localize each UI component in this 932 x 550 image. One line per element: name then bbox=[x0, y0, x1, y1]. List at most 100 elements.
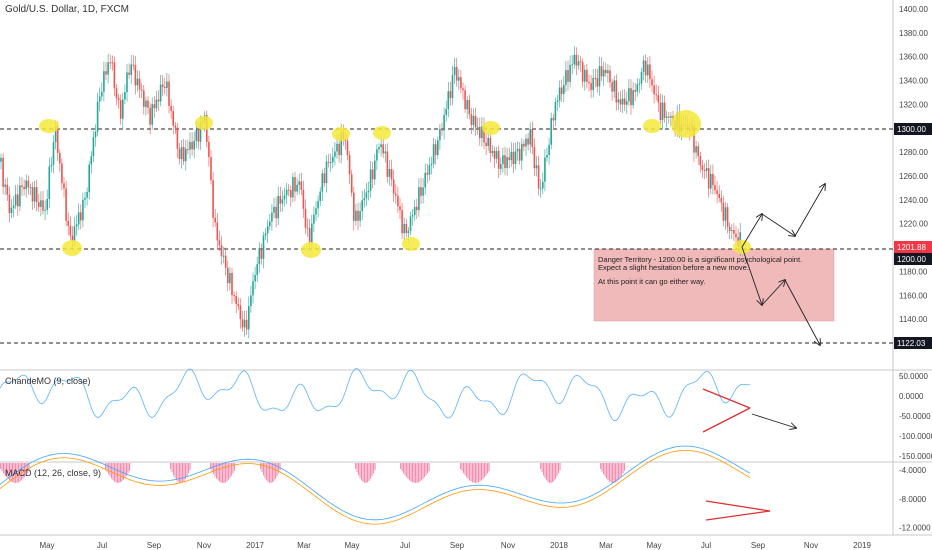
candle-body bbox=[500, 163, 502, 169]
hist-bar bbox=[6, 463, 8, 478]
candle-body bbox=[216, 222, 219, 241]
hist-bar bbox=[409, 463, 411, 481]
hist-bar bbox=[270, 463, 272, 483]
hist-bar bbox=[364, 463, 366, 483]
candle-body bbox=[693, 125, 695, 153]
cmo-tick-label: -150.0000 bbox=[899, 452, 932, 461]
candle-body bbox=[109, 62, 111, 64]
ellipse-highlight bbox=[671, 110, 701, 138]
candle-body bbox=[514, 151, 517, 164]
candle-body bbox=[712, 173, 714, 185]
candle-body bbox=[38, 202, 40, 207]
candle-body bbox=[134, 65, 137, 86]
hist-bar bbox=[22, 463, 24, 479]
arrow-icon bbox=[741, 246, 762, 305]
candle-body bbox=[77, 212, 80, 225]
candle-body bbox=[46, 199, 48, 210]
candle-body bbox=[447, 91, 450, 109]
hist-bar bbox=[547, 463, 549, 482]
candle-body bbox=[21, 185, 23, 187]
candle-body bbox=[161, 84, 164, 87]
candle-body bbox=[98, 96, 101, 102]
candle-body bbox=[535, 165, 538, 169]
ellipse-highlight bbox=[39, 119, 59, 133]
candle-body bbox=[607, 70, 609, 74]
candle-body bbox=[474, 115, 477, 128]
candle-body bbox=[279, 196, 282, 204]
hist-bar bbox=[552, 463, 554, 483]
candle-body bbox=[363, 198, 366, 201]
price-tick-label: 1400.00 bbox=[899, 5, 928, 14]
candle-body bbox=[516, 148, 519, 152]
hist-bar bbox=[624, 463, 626, 471]
tag-1300: 1300.00 bbox=[897, 125, 926, 134]
candle-body bbox=[443, 114, 445, 131]
candle-body bbox=[649, 64, 651, 80]
hist-bar bbox=[543, 463, 545, 476]
hist-bar bbox=[222, 463, 224, 483]
candle-body bbox=[720, 198, 723, 203]
hist-bar bbox=[272, 463, 274, 483]
candle-body bbox=[187, 148, 189, 150]
candle-body bbox=[266, 226, 269, 234]
candle-body bbox=[308, 228, 311, 244]
hist-bar bbox=[12, 463, 14, 483]
candle-body bbox=[94, 131, 97, 138]
candle-body bbox=[14, 194, 17, 206]
ellipse-highlight bbox=[402, 237, 420, 251]
candle-body bbox=[521, 143, 523, 161]
hist-bar bbox=[111, 463, 113, 479]
hist-bar bbox=[473, 463, 475, 483]
hist-bar bbox=[553, 463, 555, 481]
candle-body bbox=[378, 147, 380, 150]
hist-bar bbox=[374, 463, 376, 471]
candle-body bbox=[411, 215, 414, 217]
hist-bar bbox=[18, 463, 20, 483]
candle-body bbox=[292, 177, 294, 198]
candle-body bbox=[626, 101, 628, 105]
candle-body bbox=[48, 166, 51, 200]
hist-bar bbox=[412, 463, 414, 483]
hist-bar bbox=[276, 463, 278, 477]
candle-body bbox=[403, 223, 405, 234]
candle-body bbox=[705, 168, 708, 172]
candle-body bbox=[113, 62, 116, 89]
candle-body bbox=[613, 80, 615, 92]
hist-bar bbox=[487, 463, 489, 474]
candle-body bbox=[25, 180, 27, 190]
candle-body bbox=[449, 91, 452, 99]
candle-body bbox=[710, 173, 712, 189]
candle-body bbox=[739, 232, 741, 247]
hist-bar bbox=[481, 463, 483, 481]
hist-bar bbox=[463, 463, 465, 474]
hist-bar bbox=[27, 463, 29, 474]
candle-body bbox=[424, 172, 426, 188]
hist-bar bbox=[555, 463, 557, 479]
candle-body bbox=[252, 281, 254, 296]
symbol-title: Gold/U.S. Dollar, 1D, FXCM bbox=[5, 4, 129, 15]
candle-body bbox=[189, 141, 191, 150]
candle-body bbox=[159, 84, 162, 102]
hist-bar bbox=[120, 463, 122, 483]
candle-body bbox=[294, 177, 296, 192]
candle-body bbox=[621, 98, 624, 105]
candle-body bbox=[497, 150, 500, 169]
candle-body bbox=[386, 151, 389, 177]
candle-body bbox=[707, 168, 710, 189]
candle-body bbox=[262, 235, 265, 259]
ellipse-highlight bbox=[332, 127, 350, 141]
hist-bar bbox=[400, 463, 402, 469]
hist-bar bbox=[279, 463, 281, 471]
danger-zone-box bbox=[593, 248, 835, 322]
candle-body bbox=[84, 197, 86, 200]
candle-body bbox=[504, 155, 506, 169]
candle-body bbox=[615, 80, 618, 103]
time-tick-label: Nov bbox=[501, 541, 515, 550]
hist-bar bbox=[117, 463, 119, 483]
candle-body bbox=[365, 192, 368, 199]
arrow-icon bbox=[751, 413, 796, 428]
hist-bar bbox=[419, 463, 421, 482]
candle-body bbox=[512, 151, 515, 164]
